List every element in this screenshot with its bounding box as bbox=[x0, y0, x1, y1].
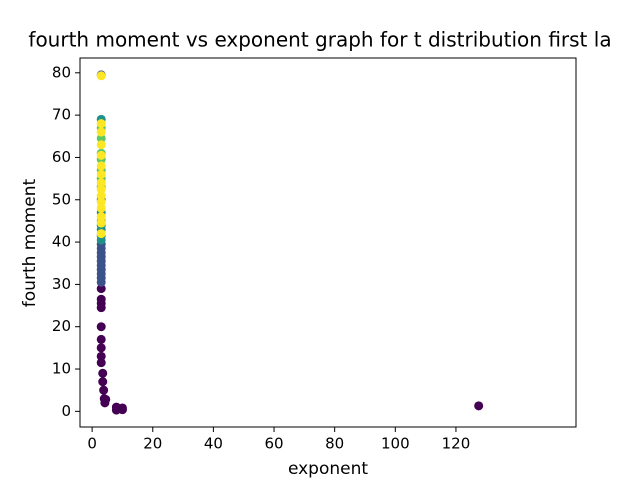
plot-frame bbox=[79, 57, 577, 428]
point bbox=[98, 377, 108, 387]
point bbox=[96, 169, 106, 179]
point bbox=[96, 197, 106, 207]
y-axis-label: fourth moment bbox=[20, 178, 40, 307]
y-tick-label: 10 bbox=[52, 360, 71, 378]
point bbox=[96, 303, 106, 313]
point bbox=[98, 368, 108, 378]
point bbox=[96, 203, 106, 213]
point bbox=[96, 184, 106, 194]
point bbox=[96, 178, 106, 188]
point bbox=[96, 119, 106, 129]
point bbox=[99, 385, 109, 395]
point bbox=[96, 133, 106, 143]
y-tick-label: 20 bbox=[52, 317, 71, 335]
x-tick-label: 0 bbox=[87, 435, 97, 453]
point bbox=[96, 127, 106, 137]
point bbox=[96, 229, 106, 239]
y-tick-label: 40 bbox=[52, 233, 71, 251]
point bbox=[474, 401, 484, 411]
x-tick-label: 100 bbox=[381, 435, 410, 453]
y-tick-label: 0 bbox=[61, 402, 71, 420]
chart-title: fourth moment vs exponent graph for t di… bbox=[28, 28, 611, 52]
x-tick-label: 60 bbox=[264, 435, 283, 453]
point bbox=[96, 140, 106, 150]
point bbox=[96, 212, 106, 222]
y-tick-label: 70 bbox=[52, 106, 71, 124]
x-tick-label: 120 bbox=[442, 435, 471, 453]
y-tick-label: 80 bbox=[52, 63, 71, 81]
point bbox=[96, 334, 106, 344]
point bbox=[96, 343, 106, 353]
y-tick-label: 50 bbox=[52, 190, 71, 208]
point bbox=[96, 71, 106, 81]
x-tick-label: 20 bbox=[143, 435, 162, 453]
y-tick-label: 60 bbox=[52, 148, 71, 166]
x-tick-label: 40 bbox=[204, 435, 223, 453]
point bbox=[117, 405, 127, 415]
point bbox=[96, 351, 106, 361]
x-axis-label: exponent bbox=[288, 459, 368, 479]
point bbox=[96, 218, 106, 228]
point bbox=[101, 394, 111, 404]
point bbox=[96, 161, 106, 171]
point bbox=[96, 150, 106, 160]
y-tick-label: 30 bbox=[52, 275, 71, 293]
point bbox=[96, 191, 106, 201]
x-tick-label: 80 bbox=[325, 435, 344, 453]
point bbox=[96, 284, 106, 294]
point bbox=[96, 322, 106, 332]
point bbox=[96, 358, 106, 368]
